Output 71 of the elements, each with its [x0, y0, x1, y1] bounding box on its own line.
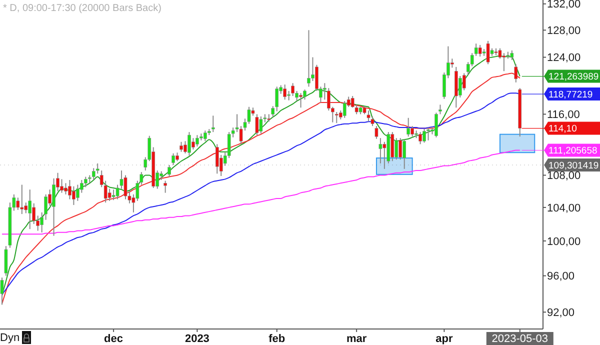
- candlestick: [402, 139, 406, 170]
- candlestick: [514, 64, 518, 83]
- candlestick: [0, 277, 4, 306]
- x-tick-label: 2023-05-03: [492, 333, 548, 345]
- x-tick-label: feb: [268, 333, 286, 345]
- candlestick: [20, 184, 24, 215]
- x-tick-label: apr: [436, 333, 454, 345]
- candlestick: [410, 126, 414, 138]
- candlestick: [502, 52, 506, 72]
- x-tick-label: 2023: [184, 333, 210, 345]
- candlestick: [52, 178, 56, 236]
- candlestick: [192, 138, 195, 150]
- data-label: 118,77219: [548, 89, 593, 100]
- candlestick: [426, 127, 430, 141]
- ref-line-label: 109,301419: [548, 160, 599, 172]
- candlestick: [259, 116, 263, 134]
- candlestick: [255, 114, 259, 136]
- candlestick: [108, 188, 112, 202]
- candlestick: [4, 246, 8, 276]
- candlestick: [398, 138, 402, 160]
- candlestick: [92, 168, 96, 180]
- chart-title: * D, 09:00-17:30 (20000 Bars Back): [3, 3, 162, 14]
- candlestick: [64, 182, 68, 195]
- y-tick-label: 92,00: [547, 306, 575, 319]
- candlestick: [76, 184, 80, 202]
- x-tick-label: dec: [104, 333, 124, 345]
- y-tick-label: 116,00: [547, 109, 580, 122]
- candlestick: [438, 104, 442, 115]
- candlestick: [124, 174, 128, 200]
- y-tick-label: 104,00: [547, 202, 581, 214]
- y-tick-label: 128,00: [547, 24, 581, 37]
- candlestick: [390, 132, 394, 162]
- candlestick: [196, 134, 199, 147]
- candlestick: [211, 115, 215, 133]
- candlestick: [418, 132, 422, 145]
- candlestick: [342, 100, 346, 118]
- candlestick: [478, 44, 482, 58]
- text: Dyn: [0, 332, 20, 344]
- candlestick: [28, 189, 32, 230]
- candlestick: [84, 176, 88, 188]
- candlestick: [394, 138, 398, 160]
- y-tick-label: 132,00: [547, 0, 581, 11]
- y-tick-label: 124,00: [547, 52, 581, 64]
- candlestick: [307, 30, 310, 88]
- y-tick-label: 108,00: [547, 170, 581, 182]
- candlestick: [366, 110, 370, 122]
- candlestick: [172, 152, 175, 166]
- candlestick: [374, 126, 378, 140]
- y-tick-label: 100,00: [547, 236, 581, 248]
- candlestick: [164, 180, 167, 194]
- candlestick: [299, 92, 302, 108]
- candlestick: [434, 112, 438, 138]
- candlestick: [204, 130, 207, 142]
- candlestick: [510, 50, 514, 61]
- x-tick-label: mar: [346, 333, 368, 345]
- candlestick: [291, 82, 294, 96]
- candlestick: [188, 132, 191, 156]
- candlestick: [406, 117, 410, 138]
- annotation: 114,10: [548, 124, 577, 135]
- candlestick: [112, 189, 116, 201]
- candlestick: [180, 141, 183, 152]
- candlestick: [486, 40, 490, 65]
- candlestick: [283, 84, 286, 100]
- candlestick: [334, 111, 338, 124]
- data-label: 111,205658: [548, 146, 598, 157]
- candlestick: [215, 144, 219, 174]
- candlestick: [168, 164, 171, 178]
- data-label: 121,263989: [548, 72, 599, 83]
- candlestick: [72, 186, 76, 206]
- candlestick: [422, 128, 426, 144]
- y-tick-label: 96,00: [547, 270, 575, 283]
